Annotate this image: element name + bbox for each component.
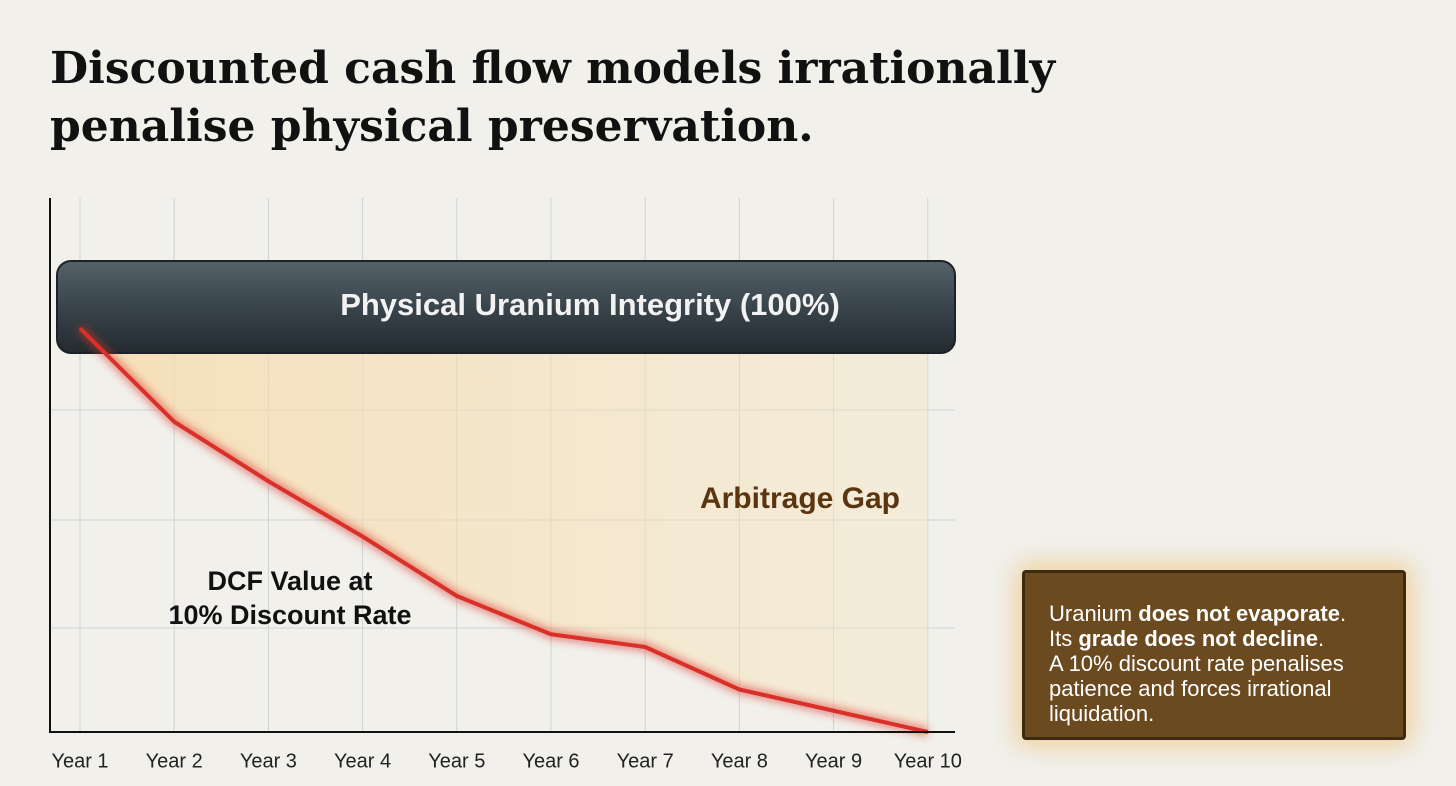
x-tick-label: Year 2 xyxy=(146,750,203,772)
x-tick-label: Year 6 xyxy=(522,750,579,772)
callout-text: Uranium xyxy=(1049,601,1139,626)
callout-line: liquidation. xyxy=(1049,701,1379,726)
reference-bar xyxy=(56,260,956,354)
x-tick-label: Year 3 xyxy=(240,750,297,772)
callout-text: . xyxy=(1339,601,1347,626)
x-tick-label: Year 4 xyxy=(334,750,391,772)
gap-area xyxy=(80,307,928,732)
callout: Uranium does not evaporate. Its grade doe… xyxy=(1022,570,1406,740)
callout-line: patience and forces irrational xyxy=(1049,676,1379,701)
callout-line: Uranium does not evaporate. xyxy=(1049,601,1379,626)
gap-label: Arbitrage Gap xyxy=(700,482,900,515)
data-line xyxy=(78,326,929,734)
x-tick-label: Year 8 xyxy=(711,750,768,772)
callout-line: Its grade does not decline. xyxy=(1049,626,1379,651)
callout-text: does not evaporate xyxy=(1138,601,1340,626)
reference-label: Physical Uranium Integrity (100%) xyxy=(340,287,840,322)
callout-text: liquidation. xyxy=(1049,701,1155,726)
plot: Year 1 Year 2 Year 3 Year 4 Year 5 Year 6 Year… xyxy=(51,198,962,772)
callout-text: . xyxy=(1317,626,1325,651)
x-tick-label: Year 10 xyxy=(894,750,962,772)
callout-text: Its xyxy=(1049,626,1079,651)
callout-text: patience and forces irrational xyxy=(1049,676,1332,701)
series-label: DCF Value at 10% Discount Rate xyxy=(168,566,411,630)
callout-text: A 10% discount rate penalises xyxy=(1049,651,1344,676)
x-tick-label: Year 9 xyxy=(805,750,862,772)
x-tick-label: Year 5 xyxy=(428,750,485,772)
x-tick-label: Year 7 xyxy=(617,750,674,772)
callout-text: grade does not decline xyxy=(1078,626,1318,651)
chart-title: Discounted cash flow models irrationally… xyxy=(50,43,1056,152)
callout-line: A 10% discount rate penalises xyxy=(1049,651,1379,676)
x-tick-label: Year 1 xyxy=(51,750,108,772)
